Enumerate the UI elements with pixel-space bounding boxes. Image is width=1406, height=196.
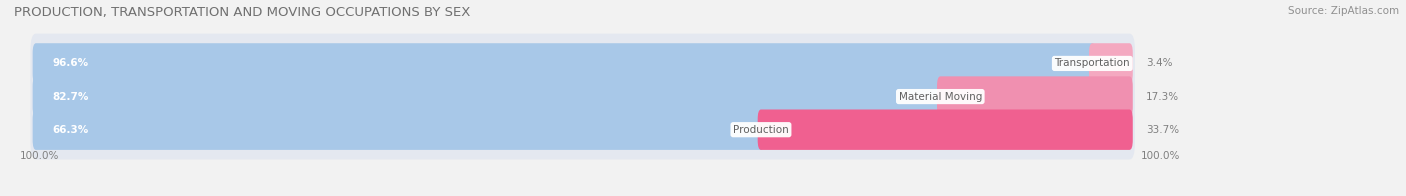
FancyBboxPatch shape	[31, 67, 1135, 126]
FancyBboxPatch shape	[936, 76, 1133, 117]
FancyBboxPatch shape	[32, 43, 1095, 84]
Text: 3.4%: 3.4%	[1146, 58, 1173, 68]
FancyBboxPatch shape	[31, 34, 1135, 93]
Text: Material Moving: Material Moving	[898, 92, 981, 102]
Text: 66.3%: 66.3%	[52, 125, 89, 135]
FancyBboxPatch shape	[32, 76, 943, 117]
Text: 100.0%: 100.0%	[1140, 151, 1180, 161]
Text: 100.0%: 100.0%	[20, 151, 59, 161]
FancyBboxPatch shape	[1090, 43, 1133, 84]
Text: 17.3%: 17.3%	[1146, 92, 1180, 102]
FancyBboxPatch shape	[758, 110, 1133, 150]
Text: Source: ZipAtlas.com: Source: ZipAtlas.com	[1288, 6, 1399, 16]
Text: 96.6%: 96.6%	[52, 58, 89, 68]
Text: Transportation: Transportation	[1054, 58, 1130, 68]
Text: PRODUCTION, TRANSPORTATION AND MOVING OCCUPATIONS BY SEX: PRODUCTION, TRANSPORTATION AND MOVING OC…	[14, 6, 471, 19]
Legend: Male, Female: Male, Female	[508, 194, 621, 196]
FancyBboxPatch shape	[31, 100, 1135, 160]
FancyBboxPatch shape	[32, 110, 765, 150]
Text: 82.7%: 82.7%	[52, 92, 89, 102]
Text: 33.7%: 33.7%	[1146, 125, 1180, 135]
Text: Production: Production	[733, 125, 789, 135]
